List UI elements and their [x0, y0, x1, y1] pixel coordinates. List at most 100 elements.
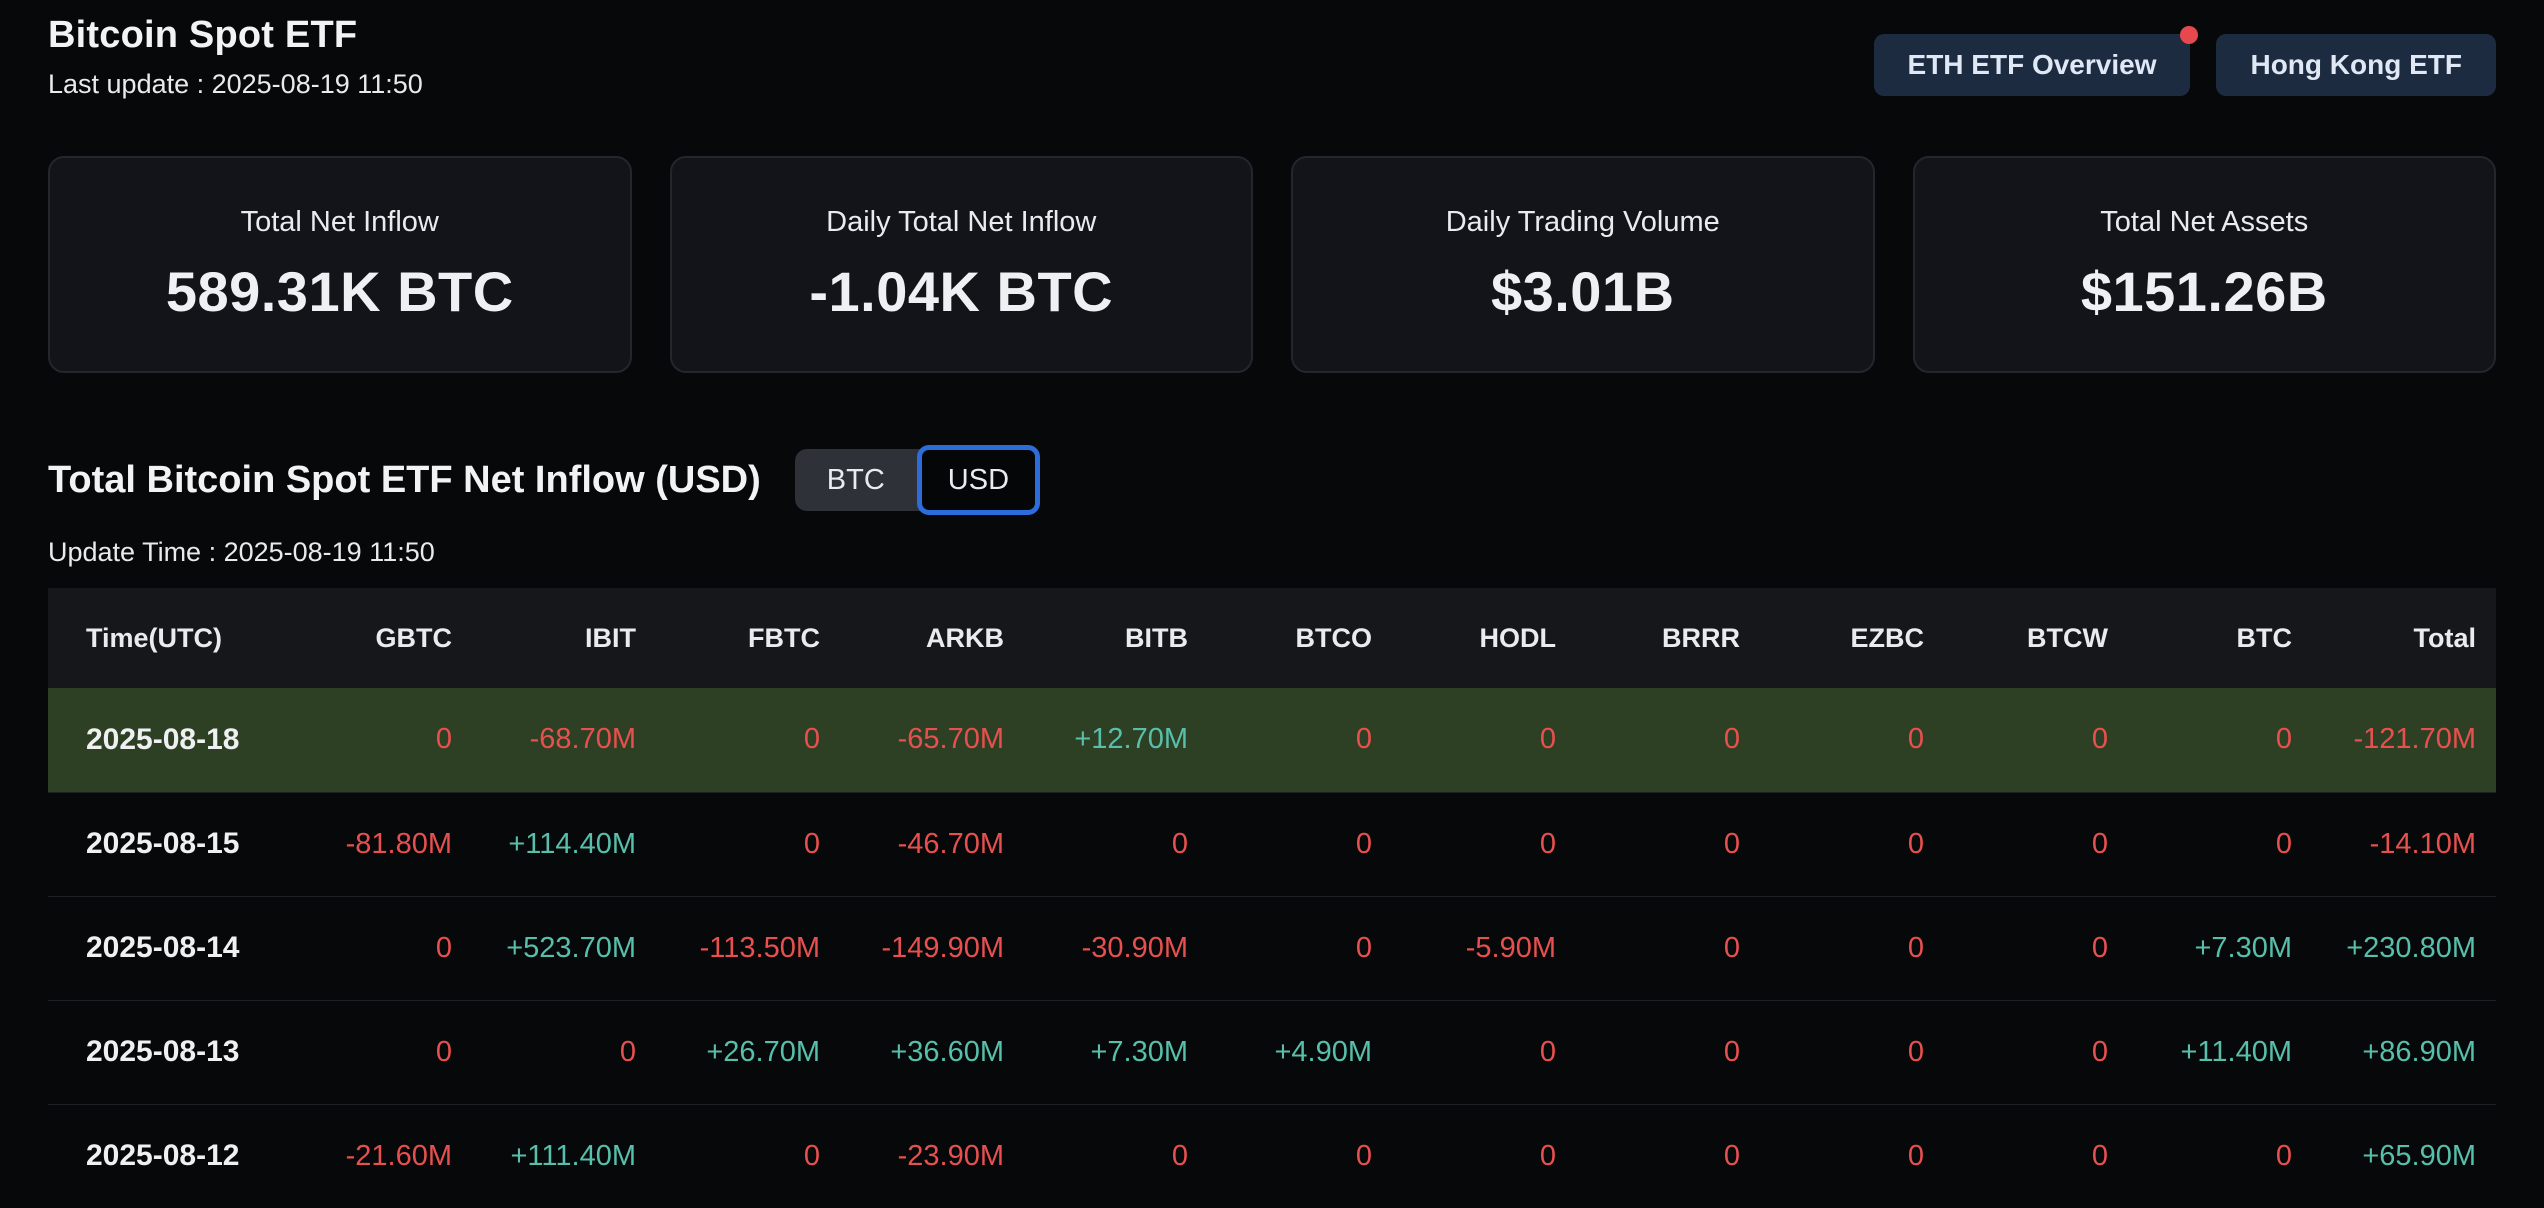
value-cell: +11.40M [2180, 1035, 2292, 1068]
value-cell: +4.90M [1274, 1035, 1372, 1068]
value-cell: 0 [1355, 931, 1372, 964]
value-cell: -81.80M [345, 827, 452, 860]
date-cell: 2025-08-12 [86, 1139, 240, 1173]
value-cell: 0 [1907, 827, 1924, 860]
column-header-arkb: ARKB [926, 622, 1004, 653]
hong-kong-etf-button[interactable]: Hong Kong ETF [2216, 34, 2496, 96]
value-cell: +26.70M [706, 1035, 820, 1068]
value-cell: 0 [435, 1035, 452, 1068]
value-cell: 0 [1355, 1139, 1372, 1172]
value-cell: -68.70M [529, 723, 636, 756]
value-cell: +7.30M [1090, 1035, 1188, 1068]
value-cell: -113.50M [699, 931, 820, 964]
stat-card-daily-total-net-inflow: Daily Total Net Inflow -1.04K BTC [669, 156, 1253, 373]
toggle-option-usd[interactable]: USD [916, 445, 1041, 515]
column-header-btc: BTC [2236, 622, 2293, 653]
value-cell: 0 [2091, 1139, 2108, 1172]
stat-value: -1.04K BTC [809, 259, 1114, 323]
value-cell: 0 [1355, 723, 1372, 756]
value-cell: 0 [1907, 1139, 1924, 1172]
column-header-ibit: IBIT [585, 622, 636, 653]
value-cell: 0 [803, 1139, 820, 1172]
value-cell: 0 [1723, 931, 1740, 964]
table-row[interactable]: 2025-08-12 -21.60M +111.40M 0 -23.90M 0 0 0 0 0 0 0… [48, 1104, 2496, 1208]
last-update-text: Last update : 2025-08-19 11:50 [48, 69, 423, 99]
value-cell: 0 [803, 723, 820, 756]
inflow-section-title: Total Bitcoin Spot ETF Net Inflow (USD) [48, 458, 761, 501]
value-cell: 0 [2091, 1035, 2108, 1068]
value-cell: -149.90M [881, 931, 1004, 964]
stat-value: $3.01B [1490, 259, 1675, 323]
value-cell: -5.90M [1465, 931, 1556, 964]
value-cell: +523.70M [506, 931, 636, 964]
etf-inflow-table: Time(UTC) GBTC IBIT FBTC ARKB BITB BTCO HODL BRR… [48, 588, 2496, 1208]
table-row[interactable]: 2025-08-13 0 0 +26.70M +36.60M +7.30M +4.90M 0 0… [48, 1000, 2496, 1104]
unit-toggle: BTC USD [794, 445, 1041, 515]
value-cell: -121.70M [2353, 723, 2476, 756]
value-cell: 0 [2091, 723, 2108, 756]
stat-label: Daily Trading Volume [1445, 205, 1720, 238]
column-header-btcw: BTCW [2027, 622, 2108, 653]
stat-card-daily-trading-volume: Daily Trading Volume $3.01B [1291, 156, 1875, 373]
column-header-hodl: HODL [1479, 622, 1557, 653]
stat-label: Total Net Assets [2100, 205, 2309, 238]
value-cell: 0 [1171, 1139, 1188, 1172]
column-header-bitb: BITB [1125, 622, 1188, 653]
update-time-text: Update Time : 2025-08-19 11:50 [48, 537, 435, 567]
date-cell: 2025-08-18 [86, 722, 240, 756]
toggle-option-btc[interactable]: BTC [795, 449, 917, 511]
value-cell: +7.30M [2194, 931, 2292, 964]
value-cell: 0 [1907, 723, 1924, 756]
value-cell: 0 [1723, 827, 1740, 860]
value-cell: 0 [435, 931, 452, 964]
value-cell: -14.10M [2369, 827, 2476, 860]
value-cell: +36.60M [890, 1035, 1004, 1068]
top-bar: Bitcoin Spot ETF Last update : 2025-08-1… [0, 0, 2544, 100]
value-cell: 0 [1539, 827, 1556, 860]
title-block: Bitcoin Spot ETF Last update : 2025-08-1… [48, 14, 423, 100]
value-cell: 0 [1355, 827, 1372, 860]
value-cell: 0 [619, 1035, 636, 1068]
column-header-ezbc: EZBC [1850, 622, 1925, 653]
value-cell: 0 [2091, 827, 2108, 860]
value-cell: +12.70M [1074, 723, 1188, 756]
stat-value: $151.26B [2080, 259, 2328, 323]
stat-label: Daily Total Net Inflow [826, 205, 1097, 238]
value-cell: 0 [1723, 1035, 1740, 1068]
value-cell: 0 [1907, 1035, 1924, 1068]
stat-label: Total Net Inflow [240, 205, 439, 238]
value-cell: 0 [1723, 1139, 1740, 1172]
page-title: Bitcoin Spot ETF [48, 14, 358, 56]
value-cell: -21.60M [345, 1139, 452, 1172]
table-row[interactable]: 2025-08-14 0 +523.70M -113.50M -149.90M -30.9… [48, 896, 2496, 1000]
value-cell: 0 [1539, 1139, 1556, 1172]
value-cell: +65.90M [2362, 1139, 2476, 1172]
value-cell: 0 [2275, 827, 2292, 860]
column-header-total: Total [2413, 622, 2477, 653]
table-header-row: Time(UTC) GBTC IBIT FBTC ARKB BITB BTCO HODL BRR… [48, 588, 2496, 688]
value-cell: 0 [2275, 723, 2292, 756]
column-header-btco: BTCO [1295, 622, 1373, 653]
date-cell: 2025-08-14 [86, 931, 240, 964]
eth-etf-overview-button[interactable]: ETH ETF Overview [1873, 26, 2199, 96]
topbar-actions: ETH ETF Overview Hong Kong ETF [1873, 26, 2496, 96]
value-cell: 0 [1723, 723, 1740, 756]
value-cell: -46.70M [897, 827, 1004, 860]
stat-cards-row: Total Net Inflow 589.31K BTC Daily Total… [0, 156, 2544, 373]
value-cell: +111.40M [510, 1139, 637, 1172]
value-cell: 0 [1539, 723, 1556, 756]
column-header-brrr: BRRR [1662, 622, 1740, 653]
column-header-fbtc: FBTC [748, 622, 820, 653]
value-cell: 0 [803, 827, 820, 860]
value-cell: 0 [435, 723, 452, 756]
stat-value: 589.31K BTC [165, 259, 514, 323]
table-row[interactable]: 2025-08-15 -81.80M +114.40M 0 -46.70M 0 0 0 0 0 0 0… [48, 792, 2496, 896]
inflow-section-header: Total Bitcoin Spot ETF Net Inflow (USD) … [0, 445, 2544, 515]
value-cell: -23.90M [897, 1139, 1004, 1172]
column-header-gbtc: GBTC [375, 622, 453, 653]
stat-card-total-net-inflow: Total Net Inflow 589.31K BTC [48, 156, 632, 373]
value-cell: +230.80M [2346, 931, 2476, 964]
table-row[interactable]: 2025-08-18 0 -68.70M 0 -65.70M +12.70M 0 0 0 0 0 0 -… [48, 688, 2496, 792]
value-cell: +86.90M [2362, 1035, 2476, 1068]
date-cell: 2025-08-13 [86, 1035, 240, 1068]
